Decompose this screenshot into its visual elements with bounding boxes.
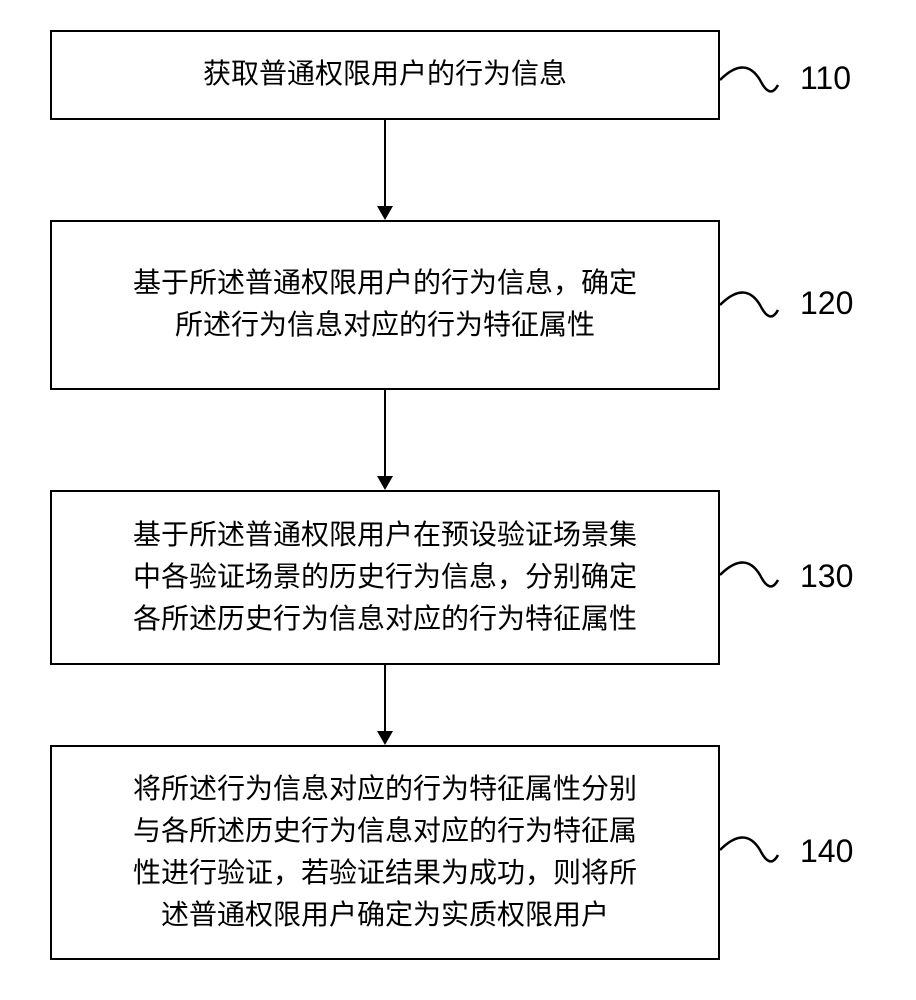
flow-step-110-label: 110 (800, 60, 851, 97)
label-curve-130 (720, 555, 780, 605)
label-curve-110 (720, 60, 780, 110)
flow-step-110-text: 获取普通权限用户的行为信息 (203, 54, 567, 96)
connector-110-120 (384, 120, 386, 206)
flow-step-140-label: 140 (800, 833, 853, 870)
arrow-110-120 (377, 206, 393, 220)
flow-step-110: 获取普通权限用户的行为信息 (50, 30, 720, 120)
connector-130-140 (384, 665, 386, 731)
flow-step-120-label: 120 (800, 285, 853, 322)
flow-step-130: 基于所述普通权限用户在预设验证场景集 中各验证场景的历史行为信息，分别确定 各所… (50, 490, 720, 665)
connector-120-130 (384, 390, 386, 476)
flow-step-120: 基于所述普通权限用户的行为信息，确定 所述行为信息对应的行为特征属性 (50, 220, 720, 390)
label-curve-120 (720, 285, 780, 335)
arrow-120-130 (377, 476, 393, 490)
flow-step-140: 将所述行为信息对应的行为特征属性分别 与各所述历史行为信息对应的行为特征属 性进… (50, 745, 720, 960)
flow-step-130-label: 130 (800, 558, 853, 595)
flow-step-140-text: 将所述行为信息对应的行为特征属性分别 与各所述历史行为信息对应的行为特征属 性进… (133, 769, 637, 937)
label-curve-140 (720, 830, 780, 880)
flow-step-130-text: 基于所述普通权限用户在预设验证场景集 中各验证场景的历史行为信息，分别确定 各所… (133, 515, 637, 641)
arrow-130-140 (377, 731, 393, 745)
flow-step-120-text: 基于所述普通权限用户的行为信息，确定 所述行为信息对应的行为特征属性 (133, 263, 637, 347)
